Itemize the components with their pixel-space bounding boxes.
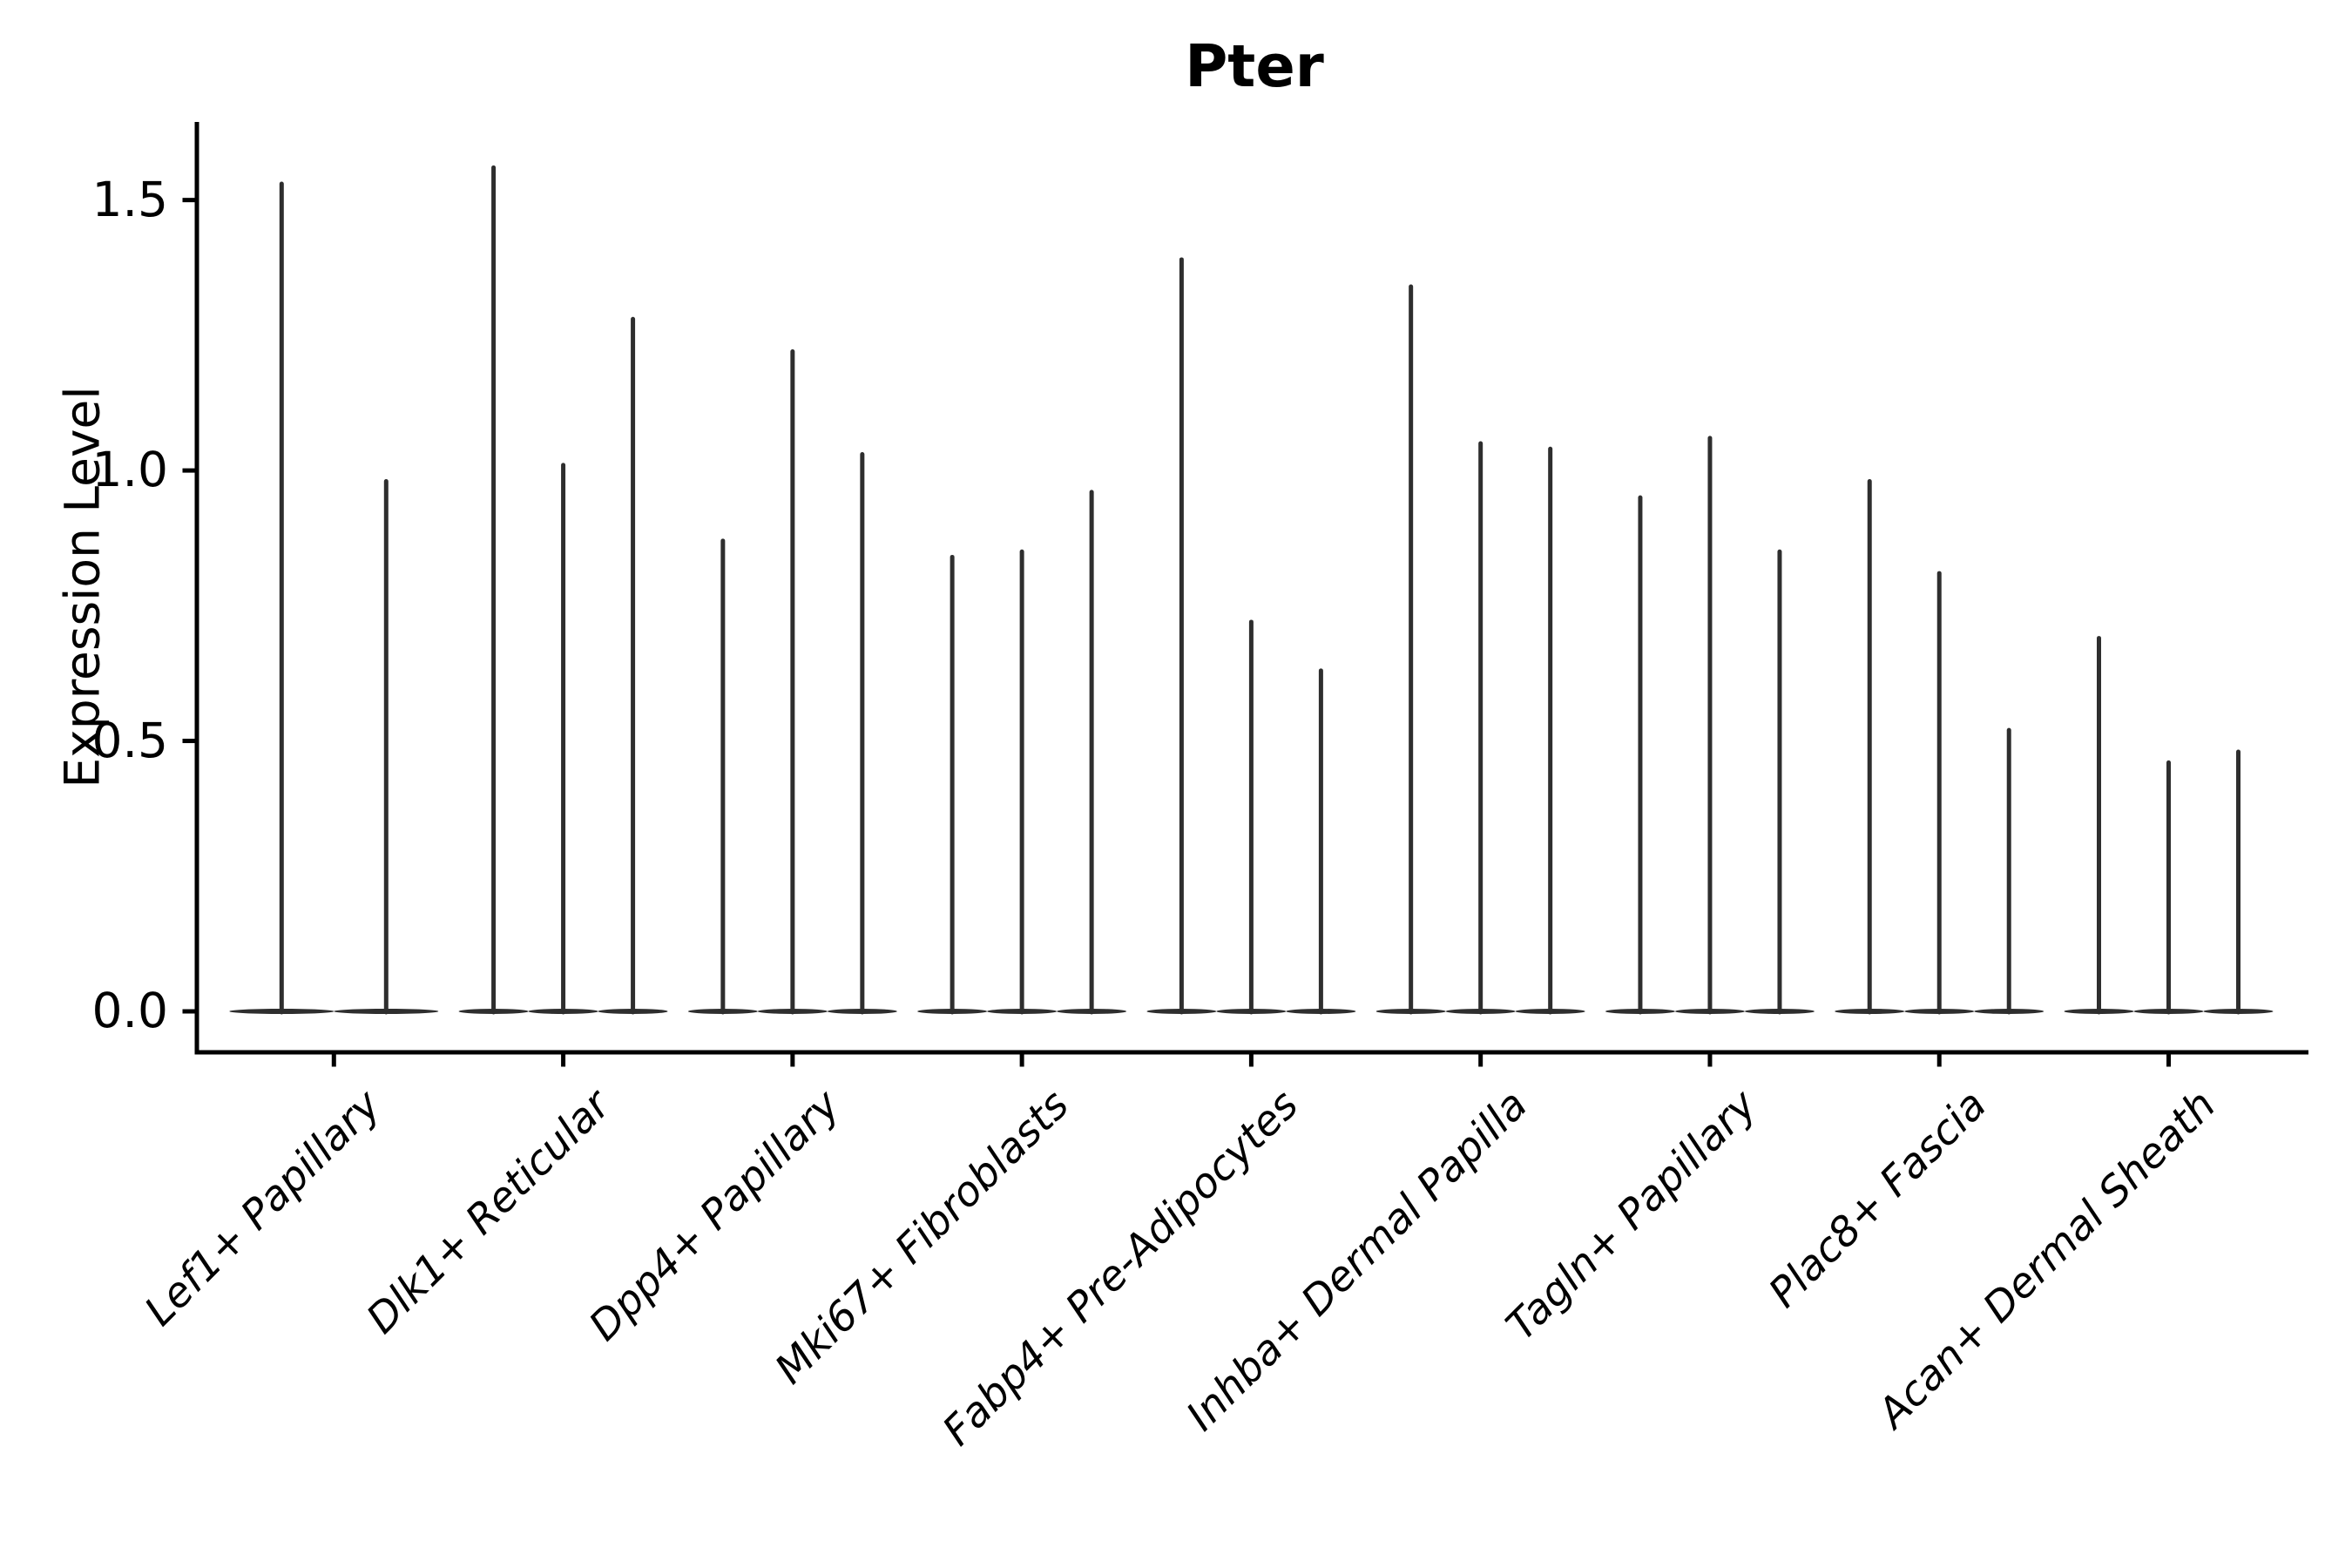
- y-tick-label: 1.0: [91, 442, 168, 498]
- y-tick-label: 0.5: [91, 712, 168, 768]
- y-tick-label: 1.5: [91, 171, 168, 227]
- y-tick-label: 0.0: [91, 983, 168, 1038]
- chart-title: Pter: [1185, 32, 1324, 100]
